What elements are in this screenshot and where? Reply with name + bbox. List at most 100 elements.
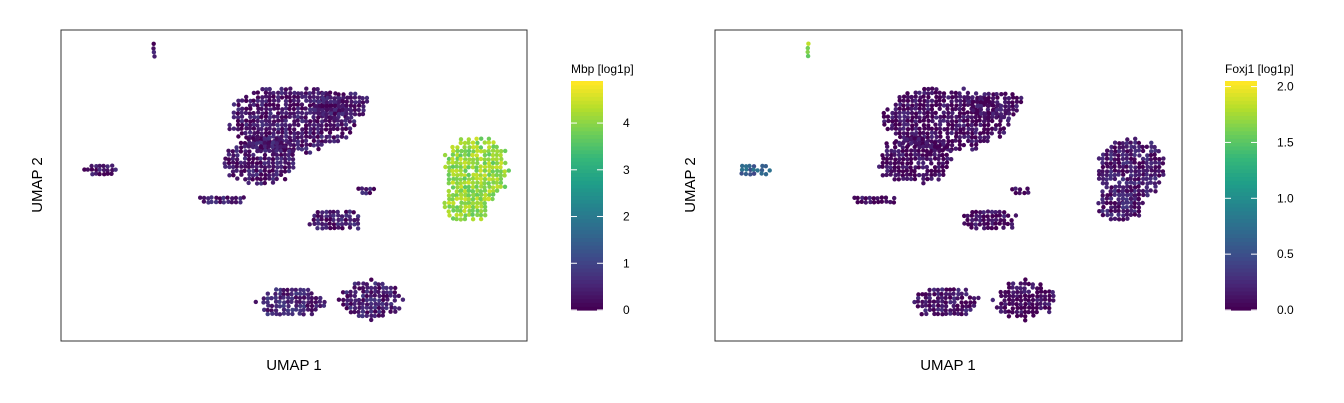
hexbin-point (455, 208, 460, 213)
hexbin-point (309, 311, 315, 317)
hexbin-point (463, 189, 468, 194)
hexbin-point (311, 217, 316, 222)
hexbin-point (458, 217, 463, 222)
hexbin-point (327, 209, 333, 215)
hexbin-point (250, 173, 256, 178)
hexbin-point (1125, 208, 1130, 214)
hexbin-point (258, 169, 263, 174)
hexbin-point (299, 131, 305, 136)
hexbin-point (982, 92, 987, 97)
hexbin-point (254, 145, 259, 150)
hexbin-point (247, 103, 253, 108)
hexbin-point (319, 142, 324, 147)
hexbin-point (446, 172, 451, 177)
hexbin-point (341, 92, 346, 97)
hexbin-point (498, 180, 504, 185)
hexbin-point (458, 181, 463, 186)
hexbin-point (1046, 302, 1052, 307)
hexbin-point (463, 168, 468, 173)
hexbin-point (933, 110, 938, 116)
hexbin-point (925, 114, 930, 119)
hexbin-point (340, 226, 345, 231)
hexbin-point (941, 103, 947, 108)
hexbin-point (347, 225, 353, 230)
hexbin-point (954, 131, 959, 136)
hexbin-point (381, 285, 386, 290)
hexbin-point (361, 104, 366, 109)
hexbin-point (297, 299, 302, 305)
hexbin-point (1112, 164, 1117, 169)
hexbin-point (353, 100, 358, 105)
hexbin-point (299, 143, 305, 148)
hexbin-point (377, 298, 382, 303)
hexbin-point (900, 164, 906, 170)
hexbin-point (1120, 205, 1126, 210)
hexbin-point (1017, 190, 1022, 196)
hexbin-point (498, 165, 503, 170)
hexbin-point (253, 299, 258, 305)
colorbar-segment (1225, 180, 1257, 185)
hexbin-point (949, 119, 955, 124)
colorbar-segment (1225, 115, 1257, 120)
hexbin-point (1145, 193, 1150, 198)
hexbin-point (356, 186, 361, 191)
hexbin-point (471, 205, 476, 210)
hexbin-point (1002, 221, 1007, 226)
hexbin-point (494, 157, 499, 162)
hexbin-point (364, 282, 369, 287)
hexbin-point (973, 209, 979, 215)
hexbin-point (926, 86, 931, 92)
hexbin-point (214, 195, 219, 200)
hexbin-point (1010, 281, 1016, 286)
hexbin-point (905, 103, 910, 108)
hexbin-point (880, 153, 885, 158)
hexbin-point (927, 303, 932, 308)
hexbin-point (263, 172, 268, 178)
hexbin-point (940, 312, 945, 317)
hexbin-point (949, 114, 954, 120)
hexbin-point (908, 136, 914, 142)
hexbin-point (312, 221, 317, 226)
hexbin-point (1124, 205, 1130, 210)
hexbin-point (937, 126, 943, 131)
colorbar-segment (571, 134, 603, 139)
hexbin-point (393, 285, 398, 291)
hexbin-point (1133, 173, 1138, 178)
colorbar-segment (571, 248, 603, 254)
hexbin-point (226, 152, 232, 157)
colorbar-segment (571, 138, 603, 143)
hexbin-point (462, 140, 468, 146)
hexbin-point (1030, 302, 1035, 307)
hexbin-point (1096, 176, 1102, 181)
hexbin-point (932, 311, 937, 317)
hexbin-points (82, 41, 511, 323)
hexbin-point (482, 152, 488, 158)
hexbin-point (981, 210, 986, 215)
hexbin-point (254, 161, 260, 166)
hexbin-point (1035, 302, 1040, 307)
hexbin-point (936, 169, 941, 174)
hexbin-point (259, 114, 264, 120)
hexbin-point (1100, 172, 1105, 177)
hexbin-point (936, 177, 941, 182)
cluster-right-blob (1096, 136, 1166, 222)
hexbin-point (384, 290, 390, 295)
hexbin-point (475, 196, 480, 201)
hexbin-point (1104, 200, 1110, 206)
hexbin-point (341, 103, 346, 108)
hexbin-point (311, 114, 316, 120)
hexbin-point (1112, 157, 1118, 162)
hexbin-point (805, 49, 810, 55)
hexbin-point (989, 209, 995, 215)
hexbin-point (344, 306, 349, 311)
hexbin-point (1047, 305, 1052, 311)
hexbin-point (490, 196, 495, 202)
hexbin-point (917, 130, 923, 136)
colorbar-segment (571, 126, 603, 132)
hexbin-point (459, 172, 464, 177)
hexbin-point (998, 305, 1004, 310)
hexbin-point (962, 95, 967, 100)
hexbin-point (884, 172, 889, 178)
hexbin-point (884, 141, 889, 146)
hexbin-point (266, 160, 271, 165)
